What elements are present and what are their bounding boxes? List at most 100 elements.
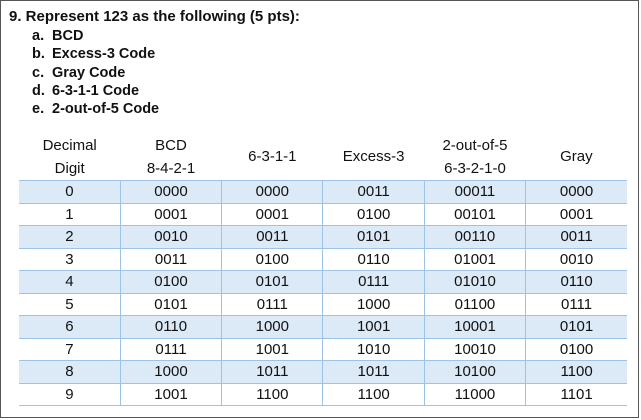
- table-cell-code-6311: 0101: [221, 270, 324, 293]
- table-cell-excess-3: 0100: [322, 203, 425, 226]
- table-cell-bcd-8421: 0011: [119, 248, 223, 271]
- table-cell-gray: 0101: [525, 315, 627, 338]
- table-row: 0 0000 0000 0011 00011 0000: [19, 180, 627, 203]
- table-cell-code-6311: 1011: [221, 360, 324, 383]
- table-cell-bcd-8421: 0101: [119, 293, 223, 316]
- table-cell-excess-3: 1010: [322, 338, 425, 361]
- table-cell-decimal-digit: 7: [19, 338, 121, 361]
- table-cell-code-6311: 0100: [221, 248, 324, 271]
- column-header-line: 2-out-of-5: [442, 136, 508, 154]
- part-letter: b.: [32, 46, 45, 63]
- part-text: 6-3-1-1 Code: [52, 82, 140, 99]
- list-item-part-c: c. Gray Code: [32, 64, 159, 82]
- table-cell-decimal-digit: 3: [19, 248, 121, 271]
- table-cell-code-6311: 0001: [221, 203, 324, 226]
- table-cell-code-6311: 0111: [221, 293, 324, 316]
- table-cell-gray: 0000: [525, 180, 627, 203]
- table-cell-gray: 0100: [525, 338, 627, 361]
- table-cell-bcd-8421: 1000: [119, 360, 223, 383]
- table-cell-excess-3: 1000: [322, 293, 425, 316]
- table-row: 7 0111 1001 1010 10010 0100: [19, 338, 627, 361]
- table-cell-decimal-digit: 1: [19, 203, 121, 226]
- table-cell-decimal-digit: 6: [19, 315, 121, 338]
- part-letter: c.: [32, 64, 45, 81]
- part-text: BCD: [52, 28, 84, 44]
- column-header-line: 6-3-1-1: [248, 148, 297, 165]
- part-letter: a.: [32, 28, 45, 44]
- table-cell-excess-3: 0110: [322, 248, 425, 271]
- table-cell-two-out-of-five: 00011: [423, 180, 527, 203]
- table-cell-gray: 0110: [525, 270, 627, 293]
- table-cell-two-out-of-five: 00110: [423, 225, 527, 248]
- table-cell-gray: 1100: [525, 360, 627, 383]
- list-item-part-e: e. 2-out-of-5 Code: [32, 100, 159, 118]
- table-row: 1 0001 0001 0100 00101 0001: [19, 203, 627, 226]
- column-header-two-out-of-five: 2-out-of-5 6-3-2-1-0: [424, 133, 525, 181]
- table-cell-bcd-8421: 0100: [119, 270, 223, 293]
- column-header-line: Decimal: [42, 136, 97, 154]
- column-header-code-6311: 6-3-1-1: [222, 133, 323, 181]
- table-cell-code-6311: 1100: [221, 383, 324, 406]
- table-row: 9 1001 1100 1100 11000 1101: [19, 383, 627, 406]
- table-cell-decimal-digit: 0: [19, 180, 121, 203]
- table-cell-two-out-of-five: 10010: [423, 338, 527, 361]
- table-cell-excess-3: 1100: [322, 383, 425, 406]
- part-text: Gray Code: [52, 64, 126, 81]
- column-header-gray: Gray: [526, 133, 627, 181]
- part-text: Excess-3 Code: [52, 46, 156, 63]
- table-cell-excess-3: 0101: [322, 225, 425, 248]
- parts-list: a. BCD b. Excess-3 Code c. Gray Code d. 6-3-1-1…: [32, 27, 159, 118]
- table-cell-gray: 0111: [525, 293, 627, 316]
- table-cell-decimal-digit: 2: [19, 225, 121, 248]
- column-header-line: Digit: [54, 159, 85, 177]
- table-cell-excess-3: 0111: [322, 270, 425, 293]
- part-letter: e.: [32, 101, 45, 118]
- table-cell-bcd-8421: 0010: [119, 225, 223, 248]
- table-cell-two-out-of-five: 00101: [423, 203, 527, 226]
- list-item-part-a: a. BCD: [32, 27, 159, 45]
- table-cell-excess-3: 1001: [322, 315, 425, 338]
- header-row: Decimal Digit BCD 8-4-2-1 6-3-1-1 Excess-3 2-o…: [19, 133, 627, 181]
- table-cell-bcd-8421: 0111: [119, 338, 223, 361]
- table-cell-gray: 0010: [525, 248, 627, 271]
- table-row: 6 0110 1000 1001 10001 0101: [19, 315, 627, 338]
- list-item-part-d: d. 6-3-1-1 Code: [32, 82, 159, 100]
- column-header-line: Gray: [560, 148, 593, 165]
- table-cell-excess-3: 1011: [322, 360, 425, 383]
- table-cell-decimal-digit: 8: [19, 360, 121, 383]
- table-row: 4 0100 0101 0111 01010 0110: [19, 270, 627, 293]
- list-item-part-b: b. Excess-3 Code: [32, 45, 159, 63]
- table-cell-code-6311: 1001: [221, 338, 324, 361]
- table-row: 8 1000 1011 1011 10100 1100: [19, 360, 627, 383]
- table-cell-bcd-8421: 1001: [119, 383, 223, 406]
- table-cell-code-6311: 0011: [221, 225, 324, 248]
- table-cell-two-out-of-five: 01010: [423, 270, 527, 293]
- code-table: Decimal Digit BCD 8-4-2-1 6-3-1-1 Excess-3 2-o…: [19, 133, 627, 406]
- table-cell-excess-3: 0011: [322, 180, 425, 203]
- table-cell-bcd-8421: 0110: [119, 315, 223, 338]
- table-body: 0 0000 0000 0011 00011 0000 1 0001 0001 0100 00101…: [19, 180, 627, 406]
- table-cell-gray: 1101: [525, 383, 627, 406]
- table-cell-two-out-of-five: 10100: [423, 360, 527, 383]
- table-cell-bcd-8421: 0001: [119, 203, 223, 226]
- column-header-bcd-8421: BCD 8-4-2-1: [120, 133, 221, 181]
- table-cell-code-6311: 1000: [221, 315, 324, 338]
- table-row: 3 0011 0100 0110 01001 0010: [19, 248, 627, 271]
- column-header-line: 8-4-2-1: [146, 159, 196, 177]
- table-cell-decimal-digit: 4: [19, 270, 121, 293]
- question-title: 9. Represent 123 as the following (5 pts…: [9, 8, 300, 25]
- table-cell-bcd-8421: 0000: [119, 180, 223, 203]
- column-header-excess-3: Excess-3: [323, 133, 424, 181]
- table-cell-gray: 0001: [525, 203, 627, 226]
- table-cell-two-out-of-five: 10001: [423, 315, 527, 338]
- column-header-decimal-digit: Decimal Digit: [19, 133, 120, 181]
- table-cell-two-out-of-five: 11000: [423, 383, 527, 406]
- table-cell-gray: 0011: [525, 225, 627, 248]
- part-letter: d.: [32, 82, 45, 99]
- table-cell-decimal-digit: 5: [19, 293, 121, 316]
- column-header-line: Excess-3: [342, 148, 405, 165]
- column-header-line: BCD: [155, 136, 187, 154]
- table-cell-decimal-digit: 9: [19, 383, 121, 406]
- part-text: 2-out-of-5 Code: [52, 101, 160, 118]
